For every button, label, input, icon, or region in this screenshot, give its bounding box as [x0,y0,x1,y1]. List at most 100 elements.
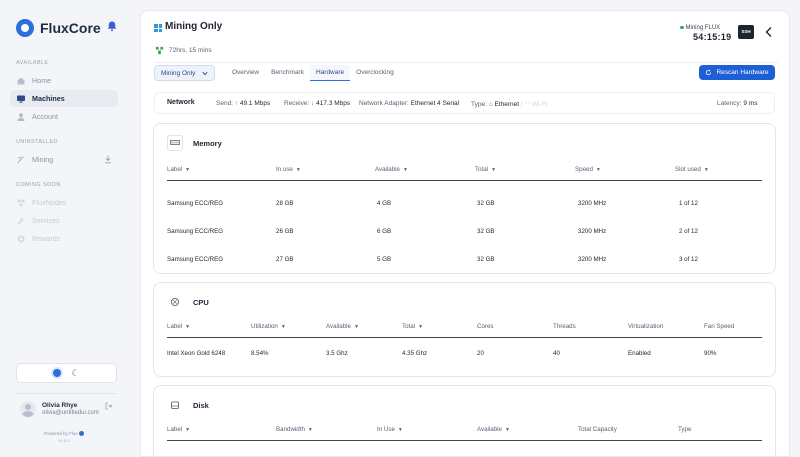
sidebar-item-label: Home [32,76,52,85]
sidebar-item-services: Services [10,212,118,229]
user-profile[interactable]: Olivia Rhye olivia@untitledui.com [20,401,99,417]
header-text: Available [326,323,351,330]
col-header-available[interactable]: Available ▼ [477,426,510,433]
network-title: Network [167,99,195,106]
col-header-label[interactable]: Label ▼ [167,426,190,433]
sidebar-item-machines[interactable]: Machines [10,90,118,107]
sidebar-item-home[interactable]: Home [10,72,118,89]
wrench-icon [17,216,25,225]
uptime: 72hrs, 15 mins [155,46,212,55]
status-badge: Mining FLUX [680,25,720,31]
cell-cores: 20 [477,350,484,357]
header-text: Speed [575,166,593,173]
chevron-down-icon [202,71,208,76]
cell-available: 3.5 Ghz [326,350,348,357]
ssh-button[interactable]: SSH [738,25,754,39]
sidebar-item-mining[interactable]: Mining [10,151,118,168]
logout-icon[interactable] [105,402,113,410]
cell-label: Samsung ECC/REG [167,256,224,263]
memory-title: Memory [193,138,222,148]
col-header-total[interactable]: Total ▼ [475,166,496,173]
mode-select[interactable]: Mining Only [154,65,215,81]
mode-select-value: Mining Only [161,70,196,77]
tab-overclocking[interactable]: Overclocking [356,69,394,76]
sun-icon[interactable] [53,369,62,377]
tab-hardware[interactable]: Hardware [309,65,351,81]
col-header-speed[interactable]: Speed ▼ [575,166,601,173]
col-header-bandwidth[interactable]: Bandwidth ▼ [276,426,313,433]
flux-mini-icon [78,431,84,437]
arrow-down-icon: ↓ [311,100,315,107]
rescan-hardware-button[interactable]: Rescan Hardware [699,65,775,80]
type-label: Type: [471,101,487,108]
col-header-in-use[interactable]: In use ▼ [276,166,301,173]
col-header-label[interactable]: Label ▼ [167,166,190,173]
header-text: Total [402,323,416,330]
cell-utilization: 8.54% [251,350,269,357]
sidebar: FluxCore AVAILABLE Home Machines Account… [0,0,128,457]
col-header-available[interactable]: Available ▼ [375,166,408,173]
disk-card-header: Disk [167,397,209,413]
send-label: Send: [216,100,233,107]
col-header-in-use[interactable]: In Use ▼ [377,426,403,433]
refresh-icon [706,69,712,76]
powered-by: Powered by Flux [0,431,128,437]
mining-timer: 54:15:19 [693,32,732,42]
sidebar-item-label: Mining [32,155,54,164]
col-header-available[interactable]: Available ▼ [326,323,359,330]
cell-total: 32 GB [477,256,495,263]
cell-slot-used: 3 of 12 [679,256,698,263]
sort-icon: ▼ [418,324,424,330]
col-header-utilization[interactable]: Utilization ▼ [251,323,286,330]
col-header-label[interactable]: Label ▼ [167,323,190,330]
table-header-divider [167,180,762,181]
monitor-icon [17,95,25,103]
sort-icon: ▼ [403,167,408,173]
separator: | [520,101,523,108]
wifi-icon: ◠ [524,101,531,108]
cell-label: Samsung ECC/REG [167,200,224,207]
cell-label: Samsung ECC/REG [167,228,224,235]
receive-value: 417.3 Mbps [316,100,351,107]
adapter-value: Ethernet 4 Serial [410,100,460,107]
cell-label: Intel Xeon Gold 6248 [167,350,226,357]
sort-icon: ▼ [491,167,497,173]
cpu-card: CPU Label ▼ Utilization ▼ Available ▼ Total… [153,282,776,377]
col-header-virtualization: Virtualization [628,323,664,330]
latency-label: Latency: [717,100,742,107]
theme-toggle[interactable]: ☾ [16,363,117,383]
tab-overview[interactable]: Overview [232,69,260,76]
header-text: Label [167,426,183,433]
cpu-icon [167,294,183,310]
memory-icon [167,135,183,151]
nav-uninstalled: UNINSTALLED Mining [10,139,118,168]
chevron-left-icon[interactable] [764,26,774,38]
main-panel: Mining Only 72hrs, 15 mins Mining FLUX 5… [140,10,790,457]
uptime-icon [155,46,164,55]
col-header-total[interactable]: Total ▼ [402,323,423,330]
col-header-cores: Cores [477,323,494,330]
header-text: Bandwidth [276,426,305,433]
cpu-title: CPU [193,297,209,307]
header-text: Label [167,166,183,173]
sidebar-item-label: FluxNodes [32,198,67,207]
sidebar-item-label: Machines [32,94,65,103]
header-text: Available [375,166,400,173]
col-header-slot-used[interactable]: Slot used ▼ [675,166,709,173]
flux-logo-icon [16,19,34,37]
sidebar-item-account[interactable]: Account [10,108,118,125]
sort-icon: ▼ [397,427,403,433]
tab-benchmark[interactable]: Benchmark [271,69,304,76]
app-logo[interactable]: FluxCore [16,16,118,40]
app-version: v1.0.0 [58,438,70,443]
page-title: Mining Only [165,21,223,32]
app-name: FluxCore [40,20,101,36]
status-text: Mining FLUX [685,25,721,31]
powered-by-text: Powered by Flux [44,431,78,436]
notification-bell-icon[interactable] [106,20,118,32]
moon-icon[interactable]: ☾ [71,367,80,378]
cell-in-use: 26 GB [276,228,294,235]
download-icon[interactable] [104,155,112,164]
rescan-label: Rescan Hardware [716,69,769,76]
user-email: olivia@untitledui.com [42,410,99,416]
